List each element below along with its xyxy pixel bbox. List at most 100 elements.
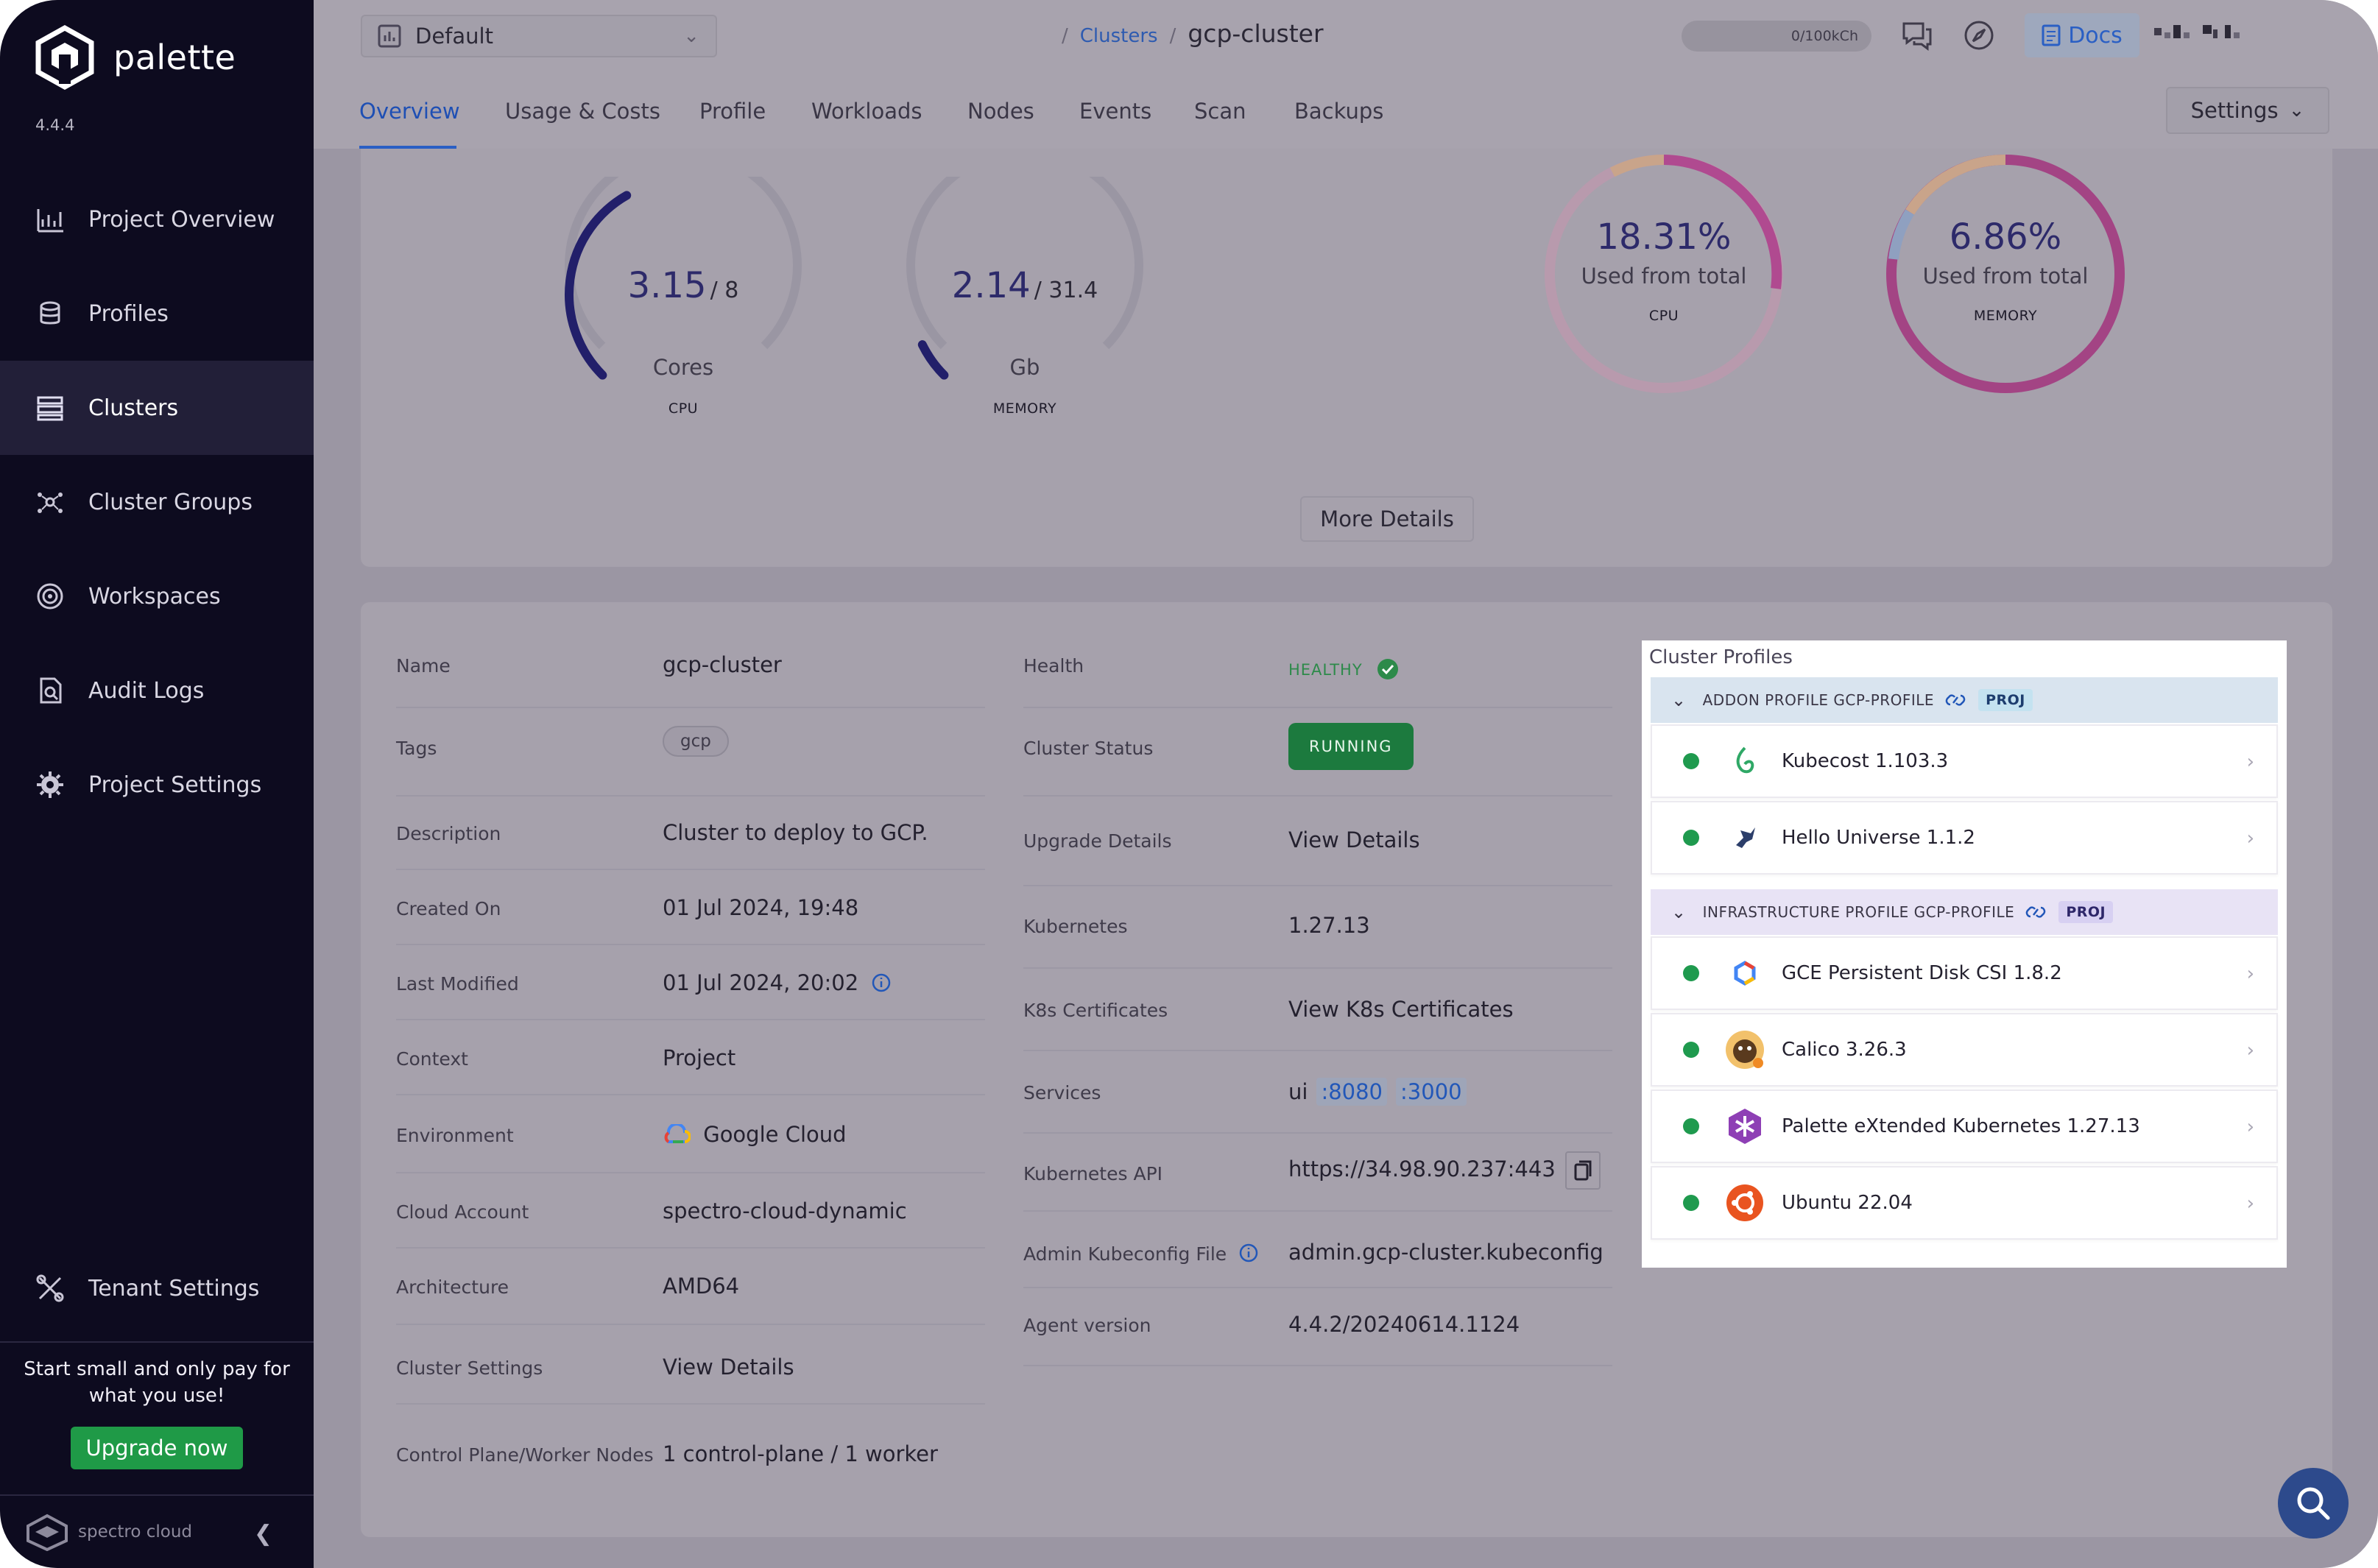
project-selector[interactable]: Default ⌄ <box>361 15 717 57</box>
detail-value: https://34.98.90.237:443 <box>1288 1156 1556 1182</box>
settings-button[interactable]: Settings ⌄ <box>2166 87 2329 134</box>
search-icon <box>2297 1487 2330 1520</box>
detail-key: Context <box>396 1048 468 1070</box>
detail-row-upgrade: Upgrade Details View Details <box>1023 797 1612 886</box>
detail-key: Description <box>396 823 501 844</box>
tab-nodes[interactable]: Nodes <box>967 99 1034 124</box>
detail-key: Cloud Account <box>396 1201 529 1223</box>
detail-key: Admin Kubeconfig File <box>1023 1243 1259 1265</box>
profile-item-hello-universe[interactable]: Hello Universe 1.1.2 › <box>1651 801 2278 875</box>
profile-item-ubuntu[interactable]: Ubuntu 22.04 › <box>1651 1166 2278 1240</box>
tab-profile[interactable]: Profile <box>699 99 766 124</box>
profile-item-label: Hello Universe 1.1.2 <box>1782 827 1975 849</box>
sidebar-item-workspaces[interactable]: Workspaces <box>0 549 314 643</box>
sidebar-item-label: Project Overview <box>88 206 275 233</box>
tab-workloads[interactable]: Workloads <box>811 99 922 124</box>
page-title: gcp-cluster <box>1188 19 1324 48</box>
cpu-value: 3.15 / 8 <box>627 265 739 306</box>
tab-usage-costs[interactable]: Usage & Costs <box>505 99 660 124</box>
info-icon[interactable] <box>1238 1243 1259 1263</box>
detail-row-modified: Last Modified 01 Jul 2024, 20:02 <box>396 945 985 1020</box>
audit-logs-icon <box>40 677 62 704</box>
memory-percent: 6.86% <box>1949 216 2062 258</box>
chat-icon[interactable] <box>1898 16 1936 54</box>
sidebar-item-label: Cluster Groups <box>88 489 253 515</box>
cpu-usage-donut: 18.31% Used from total CPU <box>1539 149 1789 399</box>
check-circle-icon <box>1377 659 1398 679</box>
docs-button[interactable]: Docs <box>2025 13 2139 57</box>
detail-value: AMD64 <box>663 1274 740 1299</box>
brand-name: palette <box>113 38 236 77</box>
tab-events[interactable]: Events <box>1079 99 1152 124</box>
status-dot <box>1683 830 1699 846</box>
detail-row-context: Context Project <box>396 1020 985 1095</box>
user-avatar-icon[interactable] <box>2154 22 2243 43</box>
health-status: HEALTHY <box>1288 661 1363 679</box>
kubecost-icon <box>1724 741 1765 782</box>
service-port-link[interactable]: :3000 <box>1396 1078 1467 1106</box>
status-dot <box>1683 753 1699 769</box>
breadcrumb-clusters-link[interactable]: Clusters <box>1079 25 1158 47</box>
sidebar-item-profiles[interactable]: Profiles <box>0 266 314 361</box>
service-port-link[interactable]: :8080 <box>1316 1078 1388 1106</box>
brand[interactable]: palette <box>32 25 236 90</box>
sidebar-item-audit-logs[interactable]: Audit Logs <box>0 643 314 738</box>
detail-value: Google Cloud <box>703 1122 847 1147</box>
addon-profile-header[interactable]: ⌄ ADDON PROFILE GCP-PROFILE PROJ <box>1651 677 2278 723</box>
sidebar-item-label: Project Settings <box>88 771 262 798</box>
breadcrumb-separator: / <box>1169 25 1176 47</box>
sidebar-item-clusters[interactable]: Clusters <box>0 361 314 455</box>
infrastructure-profile-header[interactable]: ⌄ INFRASTRUCTURE PROFILE GCP-PROFILE PRO… <box>1651 889 2278 935</box>
tab-overview[interactable]: Overview <box>359 99 460 124</box>
tab-scan[interactable]: Scan <box>1194 99 1246 124</box>
detail-row-description: Description Cluster to deploy to GCP. <box>396 797 985 870</box>
sidebar-item-cluster-groups[interactable]: Cluster Groups <box>0 455 314 549</box>
profile-item-palette-kubernetes[interactable]: Palette eXtended Kubernetes 1.27.13 › <box>1651 1090 2278 1163</box>
detail-row-health: Health HEALTHY <box>1023 639 1612 708</box>
detail-key: Kubernetes API <box>1023 1163 1163 1184</box>
memory-gauge: 2.14 / 31.4 Gb MEMORY <box>900 177 1150 417</box>
more-details-button[interactable]: More Details <box>1300 496 1474 542</box>
detail-row-cluster-status: Cluster Status RUNNING <box>1023 708 1612 797</box>
k8s-certificates-link[interactable]: View K8s Certificates <box>1288 997 1514 1022</box>
tab-bar: Overview Usage & Costs Profile Workloads… <box>314 71 2378 149</box>
info-icon[interactable] <box>871 972 892 993</box>
detail-row-cloud-account: Cloud Account spectro-cloud-dynamic <box>396 1173 985 1249</box>
sidebar-item-project-overview[interactable]: Project Overview <box>0 172 314 266</box>
cluster-settings-link[interactable]: View Details <box>663 1355 794 1380</box>
status-dot <box>1683 965 1699 981</box>
cpu-percent: 18.31% <box>1596 216 1732 258</box>
detail-row-created: Created On 01 Jul 2024, 19:48 <box>396 870 985 945</box>
profile-item-gce-disk-csi[interactable]: GCE Persistent Disk CSI 1.8.2 › <box>1651 936 2278 1010</box>
cluster-groups-icon <box>38 492 63 513</box>
kubeconfig-download-link[interactable]: admin.gcp-cluster.kubeconfig <box>1288 1240 1603 1265</box>
upgrade-details-link[interactable]: View Details <box>1288 827 1420 852</box>
chevron-right-icon: › <box>2246 1193 2254 1215</box>
palette-logo-icon <box>35 25 94 90</box>
tab-backups[interactable]: Backups <box>1294 99 1384 124</box>
detail-value: 4.4.2/20240614.1124 <box>1288 1312 1520 1337</box>
profile-item-calico[interactable]: Calico 3.26.3 › <box>1651 1013 2278 1087</box>
cpu-label: CPU <box>668 400 699 417</box>
sidebar-item-label: Workspaces <box>88 583 221 610</box>
usage-meter[interactable]: 0/100kCh <box>1682 21 1871 52</box>
sidebar-footer: spectro cloud ❮ <box>0 1494 314 1568</box>
tools-icon <box>36 1274 64 1302</box>
link-icon <box>2026 906 2046 918</box>
sidebar-item-project-settings[interactable]: Project Settings <box>0 738 314 832</box>
profile-item-kubecost[interactable]: Kubecost 1.103.3 › <box>1651 724 2278 798</box>
chevron-right-icon: › <box>2246 963 2254 985</box>
compass-icon[interactable] <box>1960 16 1998 54</box>
search-button[interactable] <box>2278 1468 2349 1539</box>
detail-row-services: Services ui:8080:3000 <box>1023 1051 1612 1134</box>
tag-chip[interactable]: gcp <box>663 726 729 757</box>
service-name: ui <box>1288 1079 1308 1104</box>
collapse-sidebar-icon[interactable]: ❮ <box>253 1521 272 1547</box>
detail-value: 01 Jul 2024, 20:02 <box>663 970 859 995</box>
upgrade-button[interactable]: Upgrade now <box>71 1427 243 1469</box>
sidebar-item-tenant-settings[interactable]: Tenant Settings <box>0 1241 314 1335</box>
chevron-right-icon: › <box>2246 1039 2254 1062</box>
copy-button[interactable] <box>1565 1151 1601 1190</box>
top-bar: Default ⌄ / Clusters / gcp-cluster 0/100… <box>314 0 2378 71</box>
